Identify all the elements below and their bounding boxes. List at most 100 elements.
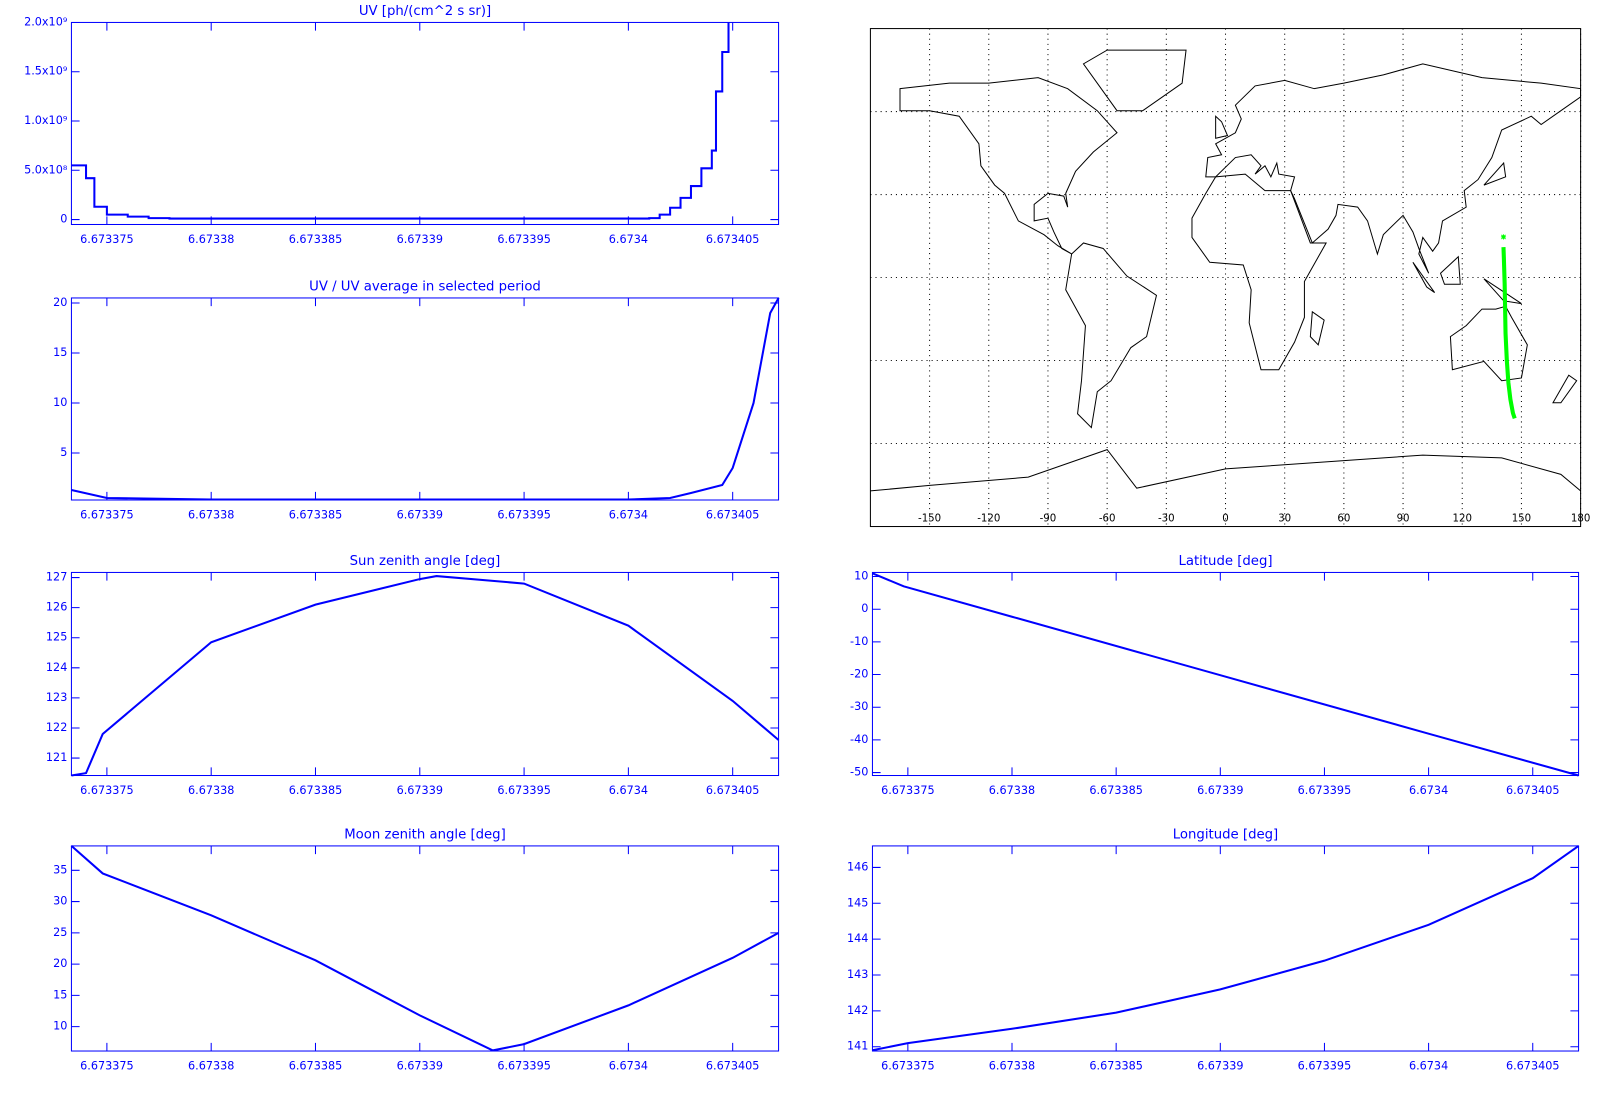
- x-tick-label: 6.67338: [188, 233, 234, 246]
- y-tick-label: 0: [861, 602, 868, 615]
- map-frame: [869, 28, 1582, 528]
- x-tick-label: 6.673385: [289, 1059, 343, 1072]
- coastline: [1216, 116, 1577, 403]
- y-tick-label: 125: [46, 631, 67, 644]
- x-tick-label: -90: [1040, 513, 1057, 524]
- coastline: [1206, 64, 1581, 273]
- x-tick-label: 6.673375: [80, 1059, 134, 1072]
- y-tick-label: 126: [46, 601, 67, 614]
- x-tick-label: 6.673395: [497, 233, 551, 246]
- y-tick-label: 0: [60, 213, 67, 226]
- plot-frame: [70, 845, 780, 1052]
- chart-title: UV / UV average in selected period: [309, 280, 541, 295]
- y-tick-label: 5: [60, 446, 67, 459]
- x-tick-label: -120: [977, 513, 1000, 524]
- x-tick-label: 6.673375: [80, 233, 134, 246]
- plot-frame: [70, 571, 780, 777]
- x-tick-label: 6.6734: [609, 508, 648, 521]
- plot-frame: [70, 297, 780, 501]
- x-tick-label: 6.673395: [1298, 1059, 1352, 1072]
- x-tick-label: 60: [1337, 513, 1350, 524]
- x-tick-label: 6.67339: [397, 1059, 443, 1072]
- data-line: [71, 575, 780, 777]
- x-tick-label: 6.67338: [188, 1059, 234, 1072]
- x-tick-label: 6.673405: [706, 784, 760, 797]
- plot-frame: [871, 845, 1580, 1052]
- x-tick-label: 6.673375: [80, 508, 134, 521]
- x-tick-label: 0: [1222, 513, 1228, 524]
- coastline: [1083, 50, 1186, 111]
- x-tick-label: 6.673375: [80, 784, 134, 797]
- y-tick-label: 10: [854, 570, 868, 583]
- plot-frame: [70, 21, 780, 225]
- coastline: [1450, 306, 1527, 380]
- x-tick-label: 6.673405: [706, 1059, 760, 1072]
- x-tick-label: 90: [1397, 513, 1410, 524]
- y-tick-label: 2.0x10⁹: [24, 15, 68, 28]
- data-line: [70, 845, 780, 1052]
- track-line: [1501, 247, 1517, 420]
- y-tick-label: 5.0x10⁸: [24, 163, 68, 176]
- x-tick-label: 6.67338: [989, 1059, 1035, 1072]
- x-tick-label: 6.673375: [881, 1059, 935, 1072]
- x-tick-label: 6.673395: [497, 508, 551, 521]
- map-coastlines: [870, 50, 1580, 491]
- x-tick-label: -150: [918, 513, 941, 524]
- x-tick-label: 6.67338: [188, 508, 234, 521]
- x-tick-label: 6.6734: [609, 233, 648, 246]
- coastline: [870, 450, 1580, 491]
- x-tick-label: 6.67339: [1197, 784, 1243, 797]
- y-tick-label: 10: [53, 1020, 67, 1033]
- x-tick-label: 6.673395: [497, 784, 551, 797]
- y-tick-label: 144: [847, 932, 868, 945]
- x-tick-label: 6.673385: [289, 508, 343, 521]
- x-tick-label: 30: [1278, 513, 1291, 524]
- data-line: [872, 845, 1580, 1052]
- coastline: [1192, 174, 1326, 370]
- y-tick-label: 142: [847, 1004, 868, 1017]
- y-tick-label: 10: [53, 396, 67, 409]
- x-tick-label: 180: [1571, 513, 1590, 524]
- x-tick-label: 150: [1512, 513, 1531, 524]
- y-tick-label: 20: [53, 296, 67, 309]
- y-tick-label: -10: [850, 635, 868, 648]
- coastline: [1066, 243, 1157, 428]
- y-tick-label: 143: [847, 968, 868, 981]
- x-tick-label: 6.673395: [497, 1059, 551, 1072]
- data-line: [71, 22, 730, 220]
- x-tick-label: 6.67339: [397, 508, 443, 521]
- x-tick-label: 6.673385: [289, 233, 343, 246]
- x-tick-label: 6.673395: [1298, 784, 1352, 797]
- chart-title: Latitude [deg]: [1178, 554, 1272, 569]
- x-tick-label: 6.6734: [1409, 1059, 1448, 1072]
- chart-title: Longitude [deg]: [1173, 828, 1278, 843]
- y-tick-label: 123: [46, 691, 67, 704]
- y-tick-label: 35: [53, 863, 67, 876]
- x-tick-label: 6.673375: [881, 784, 935, 797]
- x-tick-label: 6.673405: [1506, 784, 1560, 797]
- start-marker: [1500, 234, 1507, 240]
- y-tick-label: 122: [46, 721, 67, 734]
- plot-frame: [871, 571, 1580, 777]
- y-tick-label: 1.5x10⁹: [24, 65, 68, 78]
- x-tick-label: 6.67338: [989, 784, 1035, 797]
- x-tick-label: -30: [1158, 513, 1175, 524]
- x-tick-label: 6.67339: [397, 784, 443, 797]
- data-line: [71, 297, 780, 501]
- chart-title: UV [ph/(cm^2 s sr)]: [359, 4, 491, 19]
- y-tick-label: 146: [847, 860, 868, 873]
- x-tick-label: 6.673405: [706, 508, 760, 521]
- y-tick-label: -40: [850, 733, 868, 746]
- x-tick-label: 6.6734: [609, 1059, 648, 1072]
- y-tick-label: 124: [46, 661, 67, 674]
- y-tick-label: 145: [847, 896, 868, 909]
- y-tick-label: -20: [850, 668, 868, 681]
- x-tick-label: 6.673405: [706, 233, 760, 246]
- y-tick-label: 15: [53, 988, 67, 1001]
- chart-title: Moon zenith angle [deg]: [344, 828, 506, 843]
- x-tick-label: 6.673385: [1089, 784, 1143, 797]
- y-tick-label: 127: [46, 571, 67, 584]
- y-tick-label: -50: [850, 766, 868, 779]
